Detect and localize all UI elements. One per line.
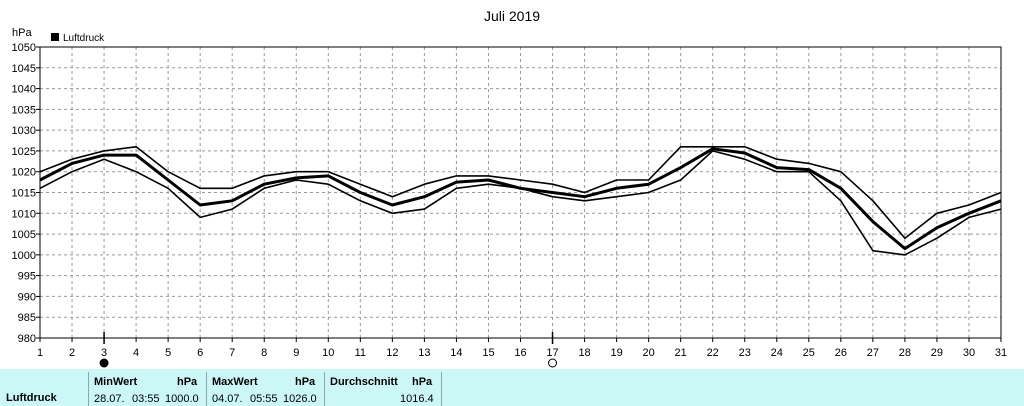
stats-divider [324,372,325,406]
x-tick-label: 10 [322,347,334,359]
y-tick-label: 980 [18,333,36,345]
legend-label: Luftdruck [63,33,105,44]
x-tick-label: 23 [739,347,751,359]
x-tick-label: 9 [293,347,299,359]
x-tick-label: 14 [450,347,462,359]
max-unit: hPa [295,376,316,388]
pressure-chart: Juli 2019 hPa Luftdruck 9809859909951000… [12,8,1007,368]
stats-divider [88,372,89,406]
x-tick-label: 27 [867,347,879,359]
x-tick-label: 7 [229,347,235,359]
series-line-min [39,150,1002,256]
x-tick-label: 12 [386,347,398,359]
x-tick-label: 22 [707,347,719,359]
max-value: 1026.0 [283,393,317,405]
x-tick-label: 3 [101,347,107,359]
min-value: 1000.0 [165,393,199,405]
x-tick-label: 4 [133,347,139,359]
series-line-max [39,146,1002,239]
stats-bar: Luftdruck MinWert hPa 28.07. 03:55 1000.… [0,369,1024,406]
x-tick-label: 18 [578,347,590,359]
x-tick-label: 15 [482,347,494,359]
y-tick-label: 1025 [12,146,36,158]
x-tick-label: 31 [995,347,1007,359]
min-date: 28.07. [94,393,125,405]
x-tick-label: 19 [610,347,622,359]
x-tick-label: 13 [418,347,430,359]
min-header: MinWert [94,376,138,388]
x-tick-label: 29 [931,347,943,359]
y-tick-label: 1030 [12,125,36,137]
x-tick-label: 1 [37,347,43,359]
stats-row-label: Luftdruck [6,392,57,404]
y-tick-label: 1020 [12,167,36,179]
y-tick-label: 985 [18,312,36,324]
avg-value: 1016.4 [400,393,434,405]
x-tick-label: 26 [835,347,847,359]
y-tick-label: 995 [18,271,36,283]
max-time: 05:55 [250,393,278,405]
max-header: MaxWert [212,376,258,388]
x-axis: 1 2 3 4 5 6 7 8 9 10 11 12 13 14 15 16 17 18 19 20 21 22 23 24 2… [37,338,1007,359]
x-tick-label: 21 [675,347,687,359]
series-group [39,146,1002,256]
x-tick-label: 6 [197,347,203,359]
x-tick-label: 2 [69,347,75,359]
x-tick-label: 24 [771,347,783,359]
x-tick-label: 5 [165,347,171,359]
x-tick-label: 8 [261,347,267,359]
x-tick-label: 30 [963,347,975,359]
y-tick-label: 990 [18,291,36,303]
marker-group [99,332,558,368]
min-unit: hPa [177,376,198,388]
y-tick-label: 1015 [12,188,36,200]
y-tick-label: 1045 [12,63,36,75]
y-tick-label: 1000 [12,250,36,262]
x-tick-label: 20 [643,347,655,359]
y-tick-label: 1050 [12,42,36,54]
x-tick-label: 11 [355,347,366,359]
min-time: 03:55 [132,393,160,405]
min-marker-icon [99,358,109,368]
max-marker-icon [548,358,558,368]
x-tick-label: 28 [899,347,911,359]
y-tick-label: 1040 [12,84,36,96]
max-date: 04.07. [212,393,243,405]
y-tick-label: 1010 [12,208,36,220]
y-axis-label: hPa [12,27,32,39]
x-tick-label: 25 [803,347,815,359]
stats-divider [206,372,207,406]
y-tick-label: 1005 [12,229,36,241]
legend-swatch [51,33,59,41]
chart-title: Juli 2019 [484,8,540,24]
y-axis: 980 985 990 995 1000 1005 1010 1015 1020 1025 1030… [12,42,40,345]
x-tick-label: 17 [546,347,558,359]
y-tick-label: 1035 [12,104,36,116]
avg-header: Durchschnitt [330,376,398,388]
stats-divider [441,372,442,406]
x-tick-label: 16 [514,347,526,359]
avg-unit: hPa [412,376,433,388]
